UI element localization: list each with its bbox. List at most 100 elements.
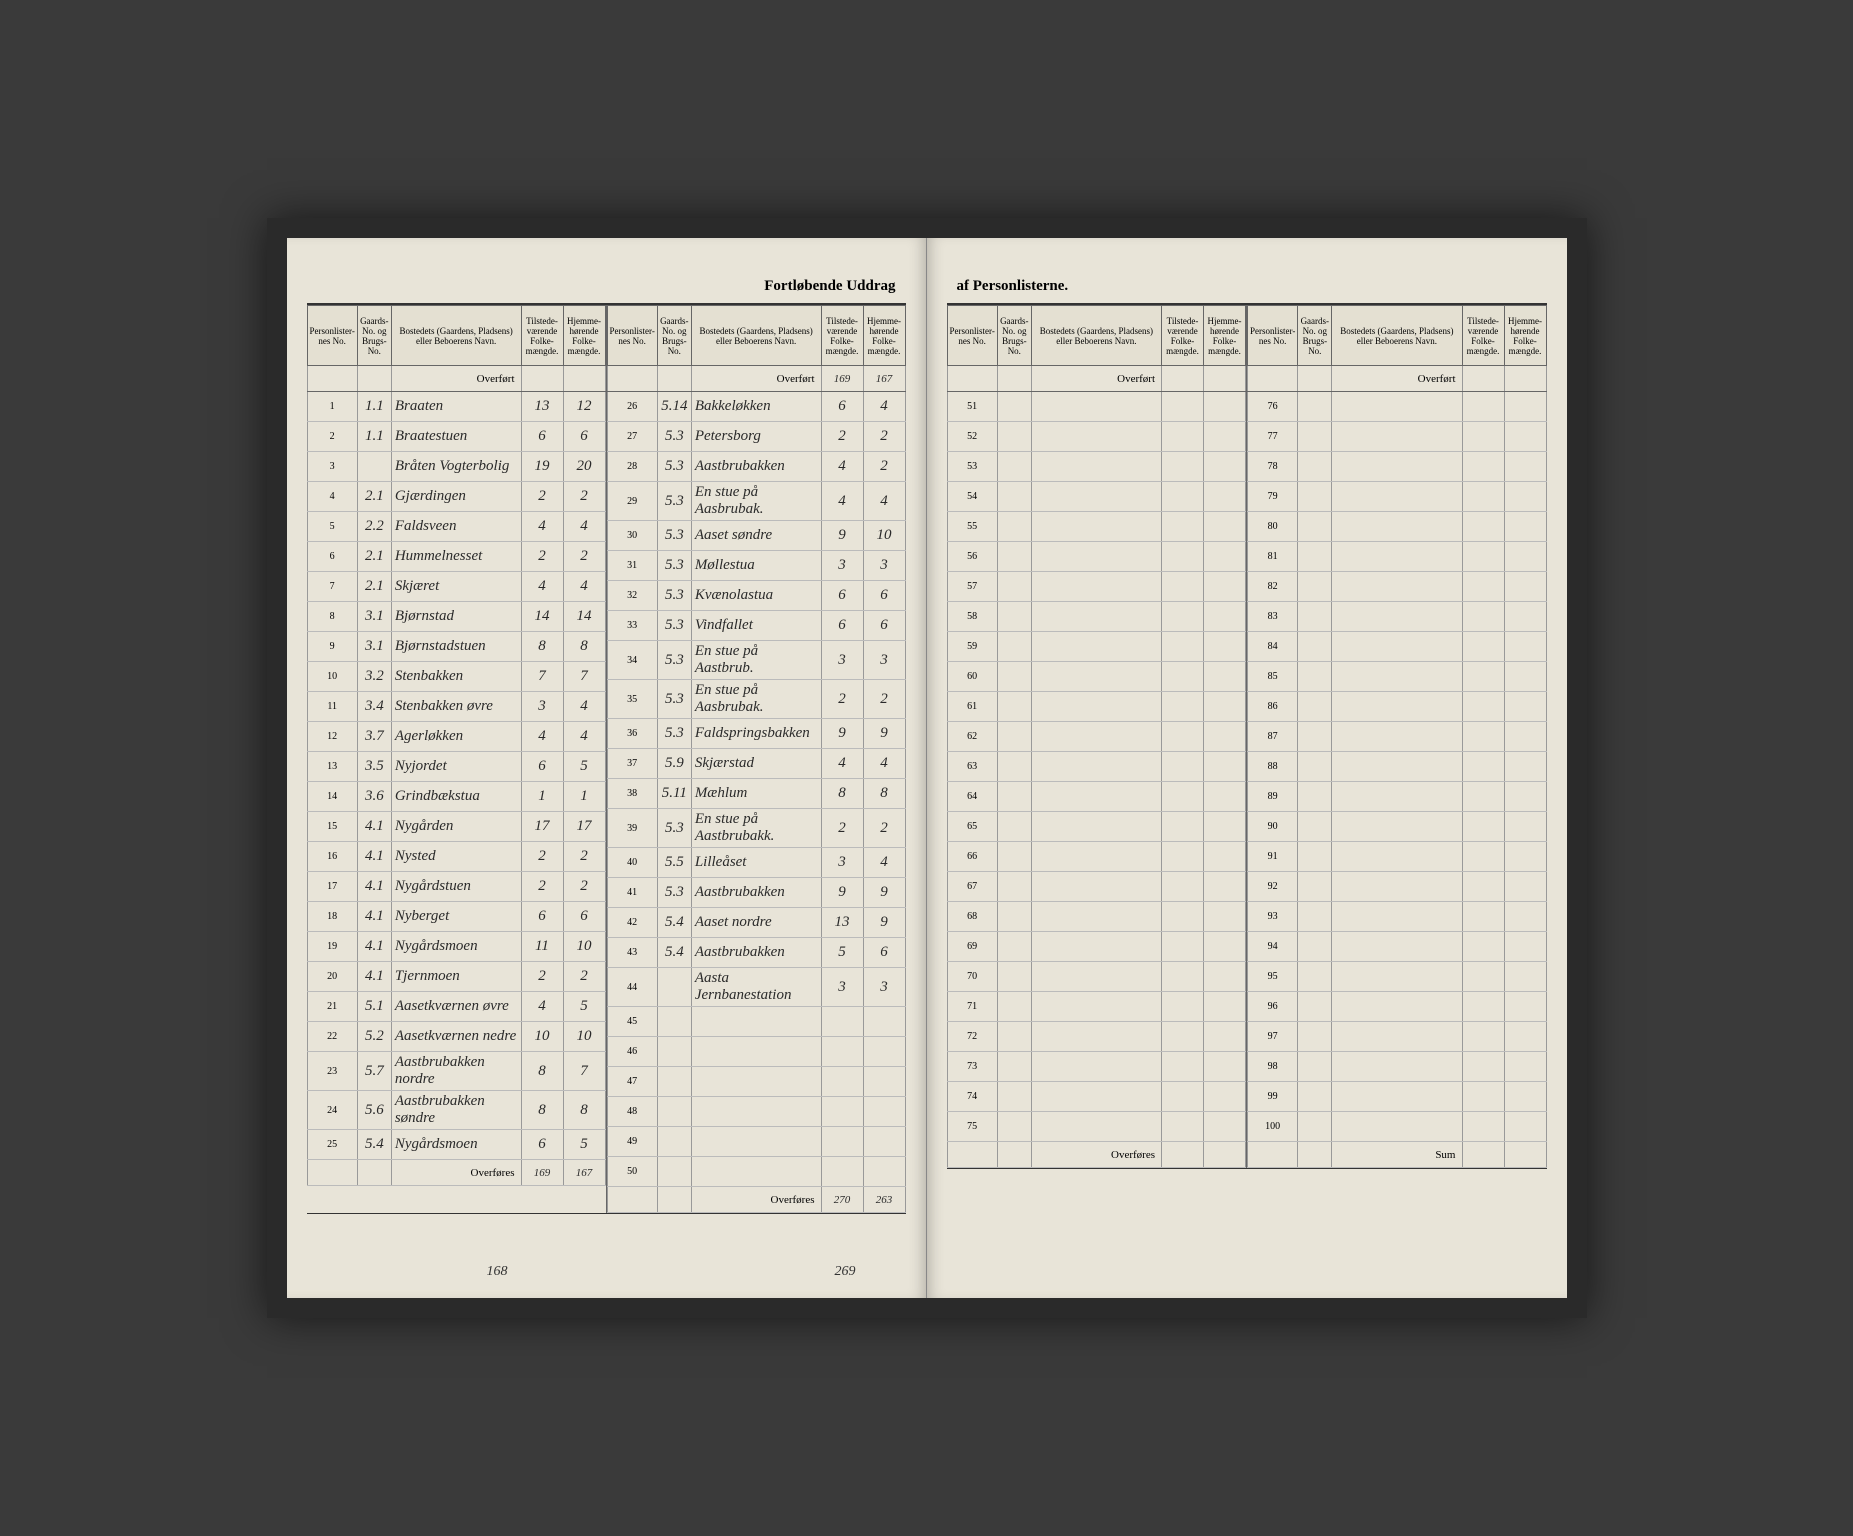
gaards-no bbox=[997, 842, 1031, 872]
tilstede-val: 4 bbox=[821, 749, 863, 779]
gaards-no bbox=[1298, 692, 1332, 722]
tilstede-val bbox=[1462, 932, 1504, 962]
hjemme-val: 8 bbox=[563, 632, 605, 662]
row-number: 40 bbox=[607, 848, 657, 878]
row-number: 71 bbox=[947, 992, 997, 1022]
gaards-no: 3.1 bbox=[357, 632, 391, 662]
table-row: 53 bbox=[947, 452, 1246, 482]
table-row: 325.3Kvænolastua66 bbox=[607, 581, 905, 611]
row-number: 24 bbox=[307, 1091, 357, 1130]
table-row: 93 bbox=[1248, 902, 1547, 932]
gaards-no: 5.1 bbox=[357, 992, 391, 1022]
tilstede-val bbox=[1162, 392, 1204, 422]
tilstede-val: 2 bbox=[521, 842, 563, 872]
table-row: 67 bbox=[947, 872, 1246, 902]
hjemme-val bbox=[1204, 782, 1246, 812]
hjemme-val bbox=[1504, 722, 1546, 752]
row-number: 95 bbox=[1248, 962, 1298, 992]
tilstede-val: 1 bbox=[521, 782, 563, 812]
row-number: 22 bbox=[307, 1022, 357, 1052]
row-number: 48 bbox=[607, 1097, 657, 1127]
row-number: 14 bbox=[307, 782, 357, 812]
tilstede-val bbox=[1462, 992, 1504, 1022]
gaards-no bbox=[997, 542, 1031, 572]
bosted-name: Lilleåset bbox=[691, 848, 821, 878]
bosted-name bbox=[1332, 662, 1462, 692]
table-row: 100 bbox=[1248, 1112, 1547, 1142]
bosted-name: Petersborg bbox=[691, 422, 821, 452]
tilstede-val bbox=[1462, 872, 1504, 902]
hjemme-val bbox=[1204, 812, 1246, 842]
hdr-bosted: Bostedets (Gaardens, Pladsens) eller Beb… bbox=[1332, 306, 1462, 366]
hjemme-val: 10 bbox=[563, 932, 605, 962]
hjemme-val bbox=[863, 1157, 905, 1187]
bosted-name bbox=[1332, 842, 1462, 872]
bosted-name bbox=[1031, 632, 1161, 662]
tilstede-val bbox=[1462, 1052, 1504, 1082]
row-number: 57 bbox=[947, 572, 997, 602]
table-col3: Personlister-nes No. Gaards-No. og Brugs… bbox=[947, 305, 1247, 1168]
gaards-no: 4.1 bbox=[357, 842, 391, 872]
hjemme-val bbox=[1504, 1052, 1546, 1082]
row-number: 54 bbox=[947, 482, 997, 512]
hjemme-val bbox=[863, 1067, 905, 1097]
tilstede-val: 2 bbox=[821, 809, 863, 848]
hjemme-val bbox=[1504, 482, 1546, 512]
overfores-h: 167 bbox=[563, 1160, 605, 1186]
bosted-name: Nygårdsmoen bbox=[391, 932, 521, 962]
overfort-label: Overført bbox=[1332, 366, 1462, 392]
overfores-t: 270 bbox=[821, 1187, 863, 1213]
hjemme-val bbox=[1504, 962, 1546, 992]
row-number: 86 bbox=[1248, 692, 1298, 722]
gaards-no bbox=[1298, 752, 1332, 782]
row-number: 5 bbox=[307, 512, 357, 542]
table-row: 62.1Hummelnesset22 bbox=[307, 542, 605, 572]
table-row: 52 bbox=[947, 422, 1246, 452]
bosted-name: Aastbrubakken bbox=[691, 452, 821, 482]
row-number: 43 bbox=[607, 938, 657, 968]
column-2: Personlister-nes No. Gaards-No. og Brugs… bbox=[606, 305, 906, 1213]
gaards-no bbox=[1298, 452, 1332, 482]
row-number: 77 bbox=[1248, 422, 1298, 452]
gaards-no bbox=[1298, 1022, 1332, 1052]
hdr-gaards: Gaards-No. og Brugs-No. bbox=[1298, 306, 1332, 366]
overfort-label: Overført bbox=[391, 366, 521, 392]
gaards-no bbox=[997, 512, 1031, 542]
table-row: 80 bbox=[1248, 512, 1547, 542]
gaards-no bbox=[997, 392, 1031, 422]
table-row: 103.2Stenbakken77 bbox=[307, 662, 605, 692]
bosted-name bbox=[1031, 692, 1161, 722]
hjemme-val bbox=[1504, 902, 1546, 932]
table-row: 345.3En stue på Aastbrub.33 bbox=[607, 641, 905, 680]
table-row: 90 bbox=[1248, 812, 1547, 842]
tilstede-val bbox=[1462, 692, 1504, 722]
bosted-name: Aastbrubakken søndre bbox=[391, 1091, 521, 1130]
gaards-no: 5.3 bbox=[657, 581, 691, 611]
page-title-left: Fortløbende Uddrag bbox=[307, 278, 906, 295]
overfort-h bbox=[563, 366, 605, 392]
gaards-no: 5.3 bbox=[657, 680, 691, 719]
hjemme-val bbox=[1204, 1082, 1246, 1112]
overfort-t bbox=[1462, 366, 1504, 392]
row-number: 37 bbox=[607, 749, 657, 779]
hjemme-val bbox=[1204, 482, 1246, 512]
gaards-no: 4.1 bbox=[357, 962, 391, 992]
row-number: 68 bbox=[947, 902, 997, 932]
overfort-t bbox=[1162, 366, 1204, 392]
table-row: 295.3En stue på Aasbrubak.44 bbox=[607, 482, 905, 521]
gaards-no: 5.7 bbox=[357, 1052, 391, 1091]
gaards-no: 5.3 bbox=[657, 809, 691, 848]
tilstede-val bbox=[1162, 782, 1204, 812]
table-row: 81 bbox=[1248, 542, 1547, 572]
table-row: 225.2Aasetkværnen nedre1010 bbox=[307, 1022, 605, 1052]
hjemme-val bbox=[1504, 812, 1546, 842]
gaards-no: 3.1 bbox=[357, 602, 391, 632]
bosted-name bbox=[1332, 812, 1462, 842]
tilstede-val bbox=[1162, 722, 1204, 752]
row-number: 96 bbox=[1248, 992, 1298, 1022]
hjemme-val: 6 bbox=[563, 902, 605, 932]
hjemme-val bbox=[1204, 932, 1246, 962]
hjemme-val: 3 bbox=[863, 641, 905, 680]
bosted-name bbox=[1031, 722, 1161, 752]
overfort-row: Overført bbox=[307, 366, 605, 392]
